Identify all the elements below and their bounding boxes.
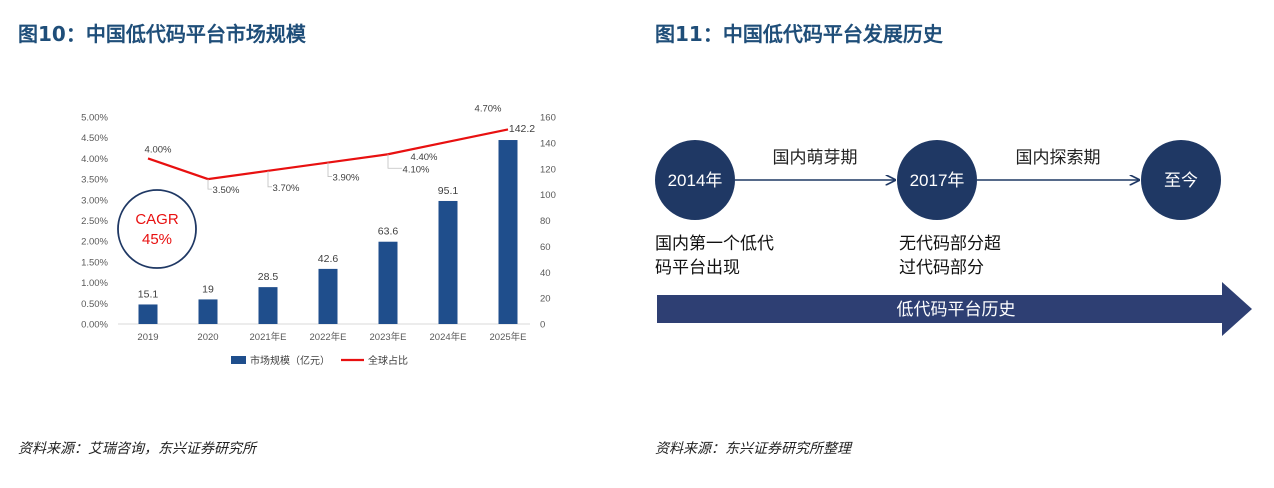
line-label-leader (207, 179, 212, 190)
bar (198, 299, 218, 324)
timeline-caption-line: 国内第一个低代 (655, 234, 774, 253)
bar-series (138, 140, 518, 324)
chart-legend: 市场规模（亿元） 全球占比 (231, 354, 408, 367)
line-data-labels: 4.00% 3.50% 3.70% 3.90% 4.10%4.40% 4.70% (145, 103, 502, 196)
x-axis-tick-label: 2019 (137, 332, 158, 343)
bar (258, 287, 278, 324)
left-axis-tick-label: 2.00% (81, 237, 108, 248)
line-data-label: 4.00% (145, 144, 172, 155)
right-axis-tick-label: 120 (540, 164, 556, 175)
right-axis-tick-label: 20 (540, 294, 551, 305)
cagr-value: 45% (142, 231, 172, 248)
x-axis-tick-label: 2024年E (430, 331, 467, 343)
arrow-period-label: 国内萌芽期 (773, 148, 858, 167)
left-axis-tick-label: 0.00% (81, 320, 108, 331)
right-axis-ticks: 0 20 40 60 80 100 120 140 160 (540, 113, 556, 331)
timeline-node-label: 2017年 (910, 171, 965, 190)
x-axis-tick-label: 2022年E (310, 331, 347, 343)
right-axis-tick-label: 140 (540, 138, 556, 149)
line-data-label: 3.90% (333, 173, 360, 184)
x-axis-tick-label: 2025年E (490, 331, 527, 343)
history-banner-label: 低代码平台历史 (897, 300, 1016, 319)
x-axis-tick-label: 2021年E (250, 331, 287, 343)
left-axis-tick-label: 5.00% (81, 113, 108, 124)
legend-swatch-bar (231, 356, 246, 364)
right-axis-tick-label: 0 (540, 320, 545, 331)
bar (498, 140, 518, 324)
history-banner: 低代码平台历史 (657, 282, 1252, 336)
left-axis-tick-label: 2.50% (81, 216, 108, 227)
left-axis-ticks: 0.00% 0.50% 1.00% 1.50% 2.00% 2.50% 3.00% 3.50%… (81, 113, 108, 331)
bar-data-label: 28.5 (258, 271, 279, 283)
cagr-circle (117, 189, 197, 269)
line-label-leader (387, 154, 402, 169)
bar-data-label: 95.1 (438, 185, 459, 197)
left-figure-title: 图10：中国低代码平台市场规模 (18, 22, 306, 46)
bar-data-label: 15.1 (138, 288, 159, 300)
line-label-leader (327, 162, 332, 177)
bar (438, 200, 458, 324)
x-axis-tick-label: 2020 (197, 332, 218, 343)
timeline-node (655, 140, 735, 220)
x-axis-tick-label: 2023年E (370, 331, 407, 343)
timeline-arrows: 国内萌芽期 国内探索期 (735, 148, 1139, 180)
right-figure-title: 图11：中国低代码平台发展历史 (655, 22, 943, 46)
line-data-label: 3.70% (273, 183, 300, 194)
bar-data-label: 142.2 (509, 123, 535, 135)
right-axis-tick-label: 40 (540, 268, 551, 279)
left-figure-source: 资料来源：艾瑞咨询，东兴证券研究所 (18, 441, 256, 457)
bar (318, 268, 338, 324)
bar-data-label: 63.6 (378, 226, 399, 238)
line-label-leaders (207, 154, 402, 190)
timeline-node-label: 2014年 (668, 171, 723, 190)
timeline-node (897, 140, 977, 220)
timeline-caption-line: 过代码部分 (899, 258, 984, 277)
left-axis-tick-label: 3.50% (81, 175, 108, 186)
right-figure-source: 资料来源：东兴证券研究所整理 (655, 441, 851, 457)
history-banner-arrow (657, 282, 1252, 336)
right-axis-tick-label: 60 (540, 242, 551, 253)
line-label-leader (267, 170, 272, 188)
line-data-label: 4.10% (403, 164, 430, 175)
line-data-label: 4.70% (475, 103, 502, 114)
market-size-chart: 0.00% 0.50% 1.00% 1.50% 2.00% 2.50% 3.00% 3.50%… (81, 103, 556, 367)
legend-label-bar: 市场规模（亿元） (250, 354, 330, 367)
cagr-label: CAGR (135, 211, 179, 228)
timeline-caption-line: 无代码部分超 (899, 234, 1001, 253)
right-axis-tick-label: 80 (540, 216, 551, 227)
arrow-period-label: 国内探索期 (1016, 148, 1101, 167)
timeline-nodes: 2014年 2017年 至今 (655, 140, 1221, 220)
timeline-caption-line: 码平台出现 (655, 258, 740, 277)
line-data-label: 3.50% (213, 185, 240, 196)
left-axis-tick-label: 3.00% (81, 195, 108, 206)
left-axis-tick-label: 1.00% (81, 278, 108, 289)
timeline-node (1141, 140, 1221, 220)
right-axis-tick-label: 160 (540, 113, 556, 124)
legend-label-line: 全球占比 (368, 354, 408, 367)
bar-data-labels: 15.1 19 28.5 42.6 63.6 95.1 142.2 (138, 123, 536, 300)
left-axis-tick-label: 4.00% (81, 154, 108, 165)
right-axis-tick-label: 100 (540, 190, 556, 201)
bar-data-label: 19 (202, 283, 214, 295)
bar (138, 304, 158, 324)
left-axis-tick-label: 1.50% (81, 257, 108, 268)
left-axis-tick-label: 0.50% (81, 299, 108, 310)
line-data-label: 4.40% (411, 152, 438, 163)
bar-data-label: 42.6 (318, 253, 339, 265)
timeline-node-label: 至今 (1164, 171, 1198, 190)
left-axis-tick-label: 4.50% (81, 133, 108, 144)
x-axis-ticks: 2019 2020 2021年E 2022年E 2023年E 2024年E 2025年E (137, 331, 526, 343)
bar (378, 241, 398, 324)
